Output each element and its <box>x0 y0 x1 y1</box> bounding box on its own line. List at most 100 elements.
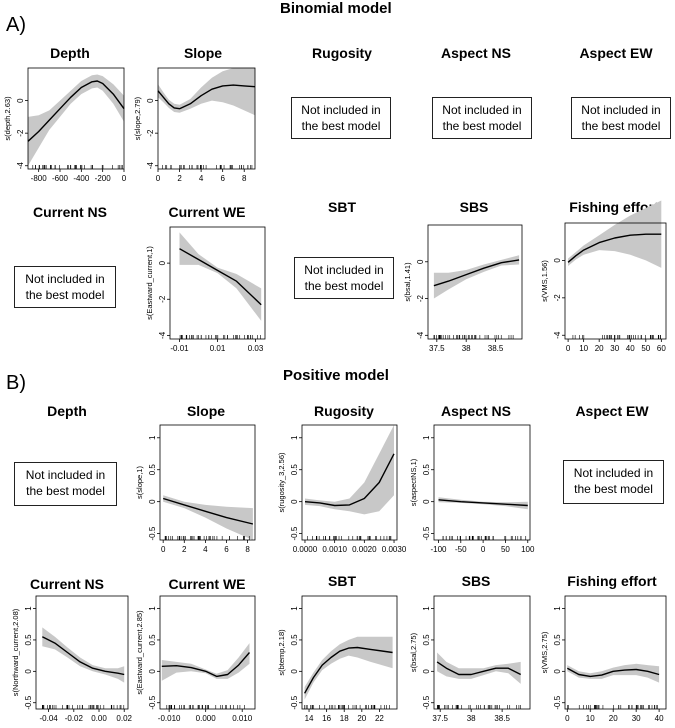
y-tick-label: 0 <box>16 98 25 103</box>
y-tick-label: 0 <box>24 669 33 674</box>
y-tick-label: 1 <box>422 606 431 611</box>
confidence-band <box>28 74 124 166</box>
y-tick-label: 1 <box>553 606 562 611</box>
y-tick-label: -0.5 <box>290 526 299 540</box>
y-tick-label: 0.5 <box>553 634 562 646</box>
smooth-line <box>157 84 256 110</box>
y-tick-label: -0.5 <box>290 695 299 709</box>
x-tick-label: 37.5 <box>432 714 448 723</box>
chart-b_sbt: -0.5 0 0.5 1 14 16 18 20 22 s(btemp,2.18) <box>277 595 398 723</box>
plot-frame <box>301 424 398 541</box>
not-included-line2: the best model <box>26 484 105 498</box>
y-axis-label: s(VMS,2.75) <box>540 631 549 673</box>
rug-marks <box>304 705 390 709</box>
title-b-aspect-ns: Aspect NS <box>440 403 512 419</box>
confidence-band <box>305 425 394 515</box>
chart-b_fishing: -0.500.510 10 20 30 40s(VMS,2.75) <box>540 595 667 723</box>
title-b-sbs: SBS <box>461 573 491 589</box>
x-tick-label: 6 <box>224 545 229 554</box>
y-axis-label: s(Northward_current,2.08) <box>11 608 20 696</box>
y-tick-label: 0.5 <box>148 464 157 476</box>
y-tick-label: 1 <box>148 435 157 440</box>
confidence-band <box>568 200 662 268</box>
title-a-current-ns: Current NS <box>33 204 107 220</box>
y-axis-label: s(btemp,2.18) <box>277 629 286 676</box>
y-axis-label: s(VMS,1.56) <box>540 260 549 302</box>
rug-marks <box>437 705 521 709</box>
y-axis-label: s(rugosity_3,2.56) <box>277 452 286 513</box>
title-a-aspect-ew: Aspect EW <box>579 45 653 61</box>
smooth-line <box>438 499 528 507</box>
plot-frame <box>157 67 256 170</box>
not-included-line1: Not included in <box>304 263 384 277</box>
y-tick-label: 1 <box>290 435 299 440</box>
y-tick-label: -0.5 <box>148 695 157 709</box>
rug-marks <box>433 335 514 339</box>
x-tick-label: 22 <box>375 714 384 723</box>
not-included-line1: Not included in <box>25 272 105 286</box>
x-tick-label: -0.04 <box>39 714 58 723</box>
title-b-slope: Slope <box>186 403 226 419</box>
not-included-a-sbt: Not included in the best model <box>294 257 394 299</box>
y-tick-label: 1 <box>422 435 431 440</box>
title-b-current-we: Current WE <box>168 576 246 592</box>
rug-marks <box>567 705 658 709</box>
x-tick-label: 18 <box>340 714 349 723</box>
not-included-line2: the best model <box>574 482 653 496</box>
x-tick-label: 38.5 <box>494 714 510 723</box>
x-tick-label: 2 <box>177 174 182 183</box>
x-tick-label: 0.0000 <box>293 545 318 554</box>
y-tick-label: 0 <box>422 499 431 504</box>
confidence-band <box>158 68 255 116</box>
x-tick-label: -400 <box>73 174 90 183</box>
not-included-line2: the best model <box>25 288 105 302</box>
x-tick-label: 50 <box>501 545 510 554</box>
title-b-aspect-ew: Aspect EW <box>575 403 649 419</box>
y-axis-label: s(bsal,2.75) <box>409 632 418 672</box>
x-tick-label: 4 <box>199 174 204 183</box>
y-tick-label: 0 <box>290 669 299 674</box>
y-axis-label: s(Eastward_current,2.85) <box>135 610 144 695</box>
plot-frame <box>433 595 531 710</box>
not-included-a-aspect-ns: Not included in the best model <box>432 97 532 139</box>
not-included-a-aspect-ew: Not included in the best model <box>571 97 671 139</box>
rug-marks <box>32 165 123 169</box>
chart-b_rugosity: -0.5 0 0.5 1 0.0000 0.0010 0.0020 0.0030 s(rugos… <box>277 424 407 554</box>
rug-marks <box>442 536 527 540</box>
smooth-line <box>304 453 395 507</box>
smooth-line <box>303 646 393 694</box>
y-axis-label: s(slope,2.79) <box>133 96 142 140</box>
x-tick-label: 0.02 <box>116 714 132 723</box>
x-tick-label: -800 <box>31 174 48 183</box>
smooth-line <box>161 652 251 678</box>
x-tick-label: 40 <box>655 714 664 723</box>
title-a-rugosity: Rugosity <box>312 45 372 61</box>
y-tick-label: -2 <box>146 129 155 137</box>
x-tick-label: 14 <box>305 714 314 723</box>
rug-marks <box>307 536 392 540</box>
confidence-band <box>161 643 250 681</box>
x-tick-label: -600 <box>52 174 69 183</box>
x-tick-label: 37.5 <box>429 344 445 353</box>
binomial-model-title: Binomial model <box>280 0 392 17</box>
y-tick-label: 0.5 <box>290 634 299 646</box>
y-axis-label: s(depth,2.63) <box>3 96 12 141</box>
plot-frame <box>433 424 531 541</box>
x-tick-label: 10 <box>586 714 595 723</box>
title-b-depth: Depth <box>47 403 87 419</box>
smooth-line <box>41 636 125 676</box>
y-axis-label: s(bsal,1.41) <box>403 262 412 302</box>
title-a-slope: Slope <box>183 45 223 61</box>
confidence-band <box>163 495 253 540</box>
x-tick-label: 0.00 <box>91 714 107 723</box>
x-tick-label: 10 <box>579 344 588 353</box>
confidence-band <box>304 636 393 700</box>
not-included-line1: Not included in <box>442 103 522 117</box>
confidence-band <box>567 663 660 683</box>
y-tick-label: 0.5 <box>422 634 431 646</box>
part-a-label: A) <box>6 14 26 36</box>
y-tick-label: -2 <box>553 294 562 302</box>
y-tick-label: 0.5 <box>24 634 33 646</box>
not-included-line1: Not included in <box>581 103 661 117</box>
title-a-depth: Depth <box>50 45 90 61</box>
